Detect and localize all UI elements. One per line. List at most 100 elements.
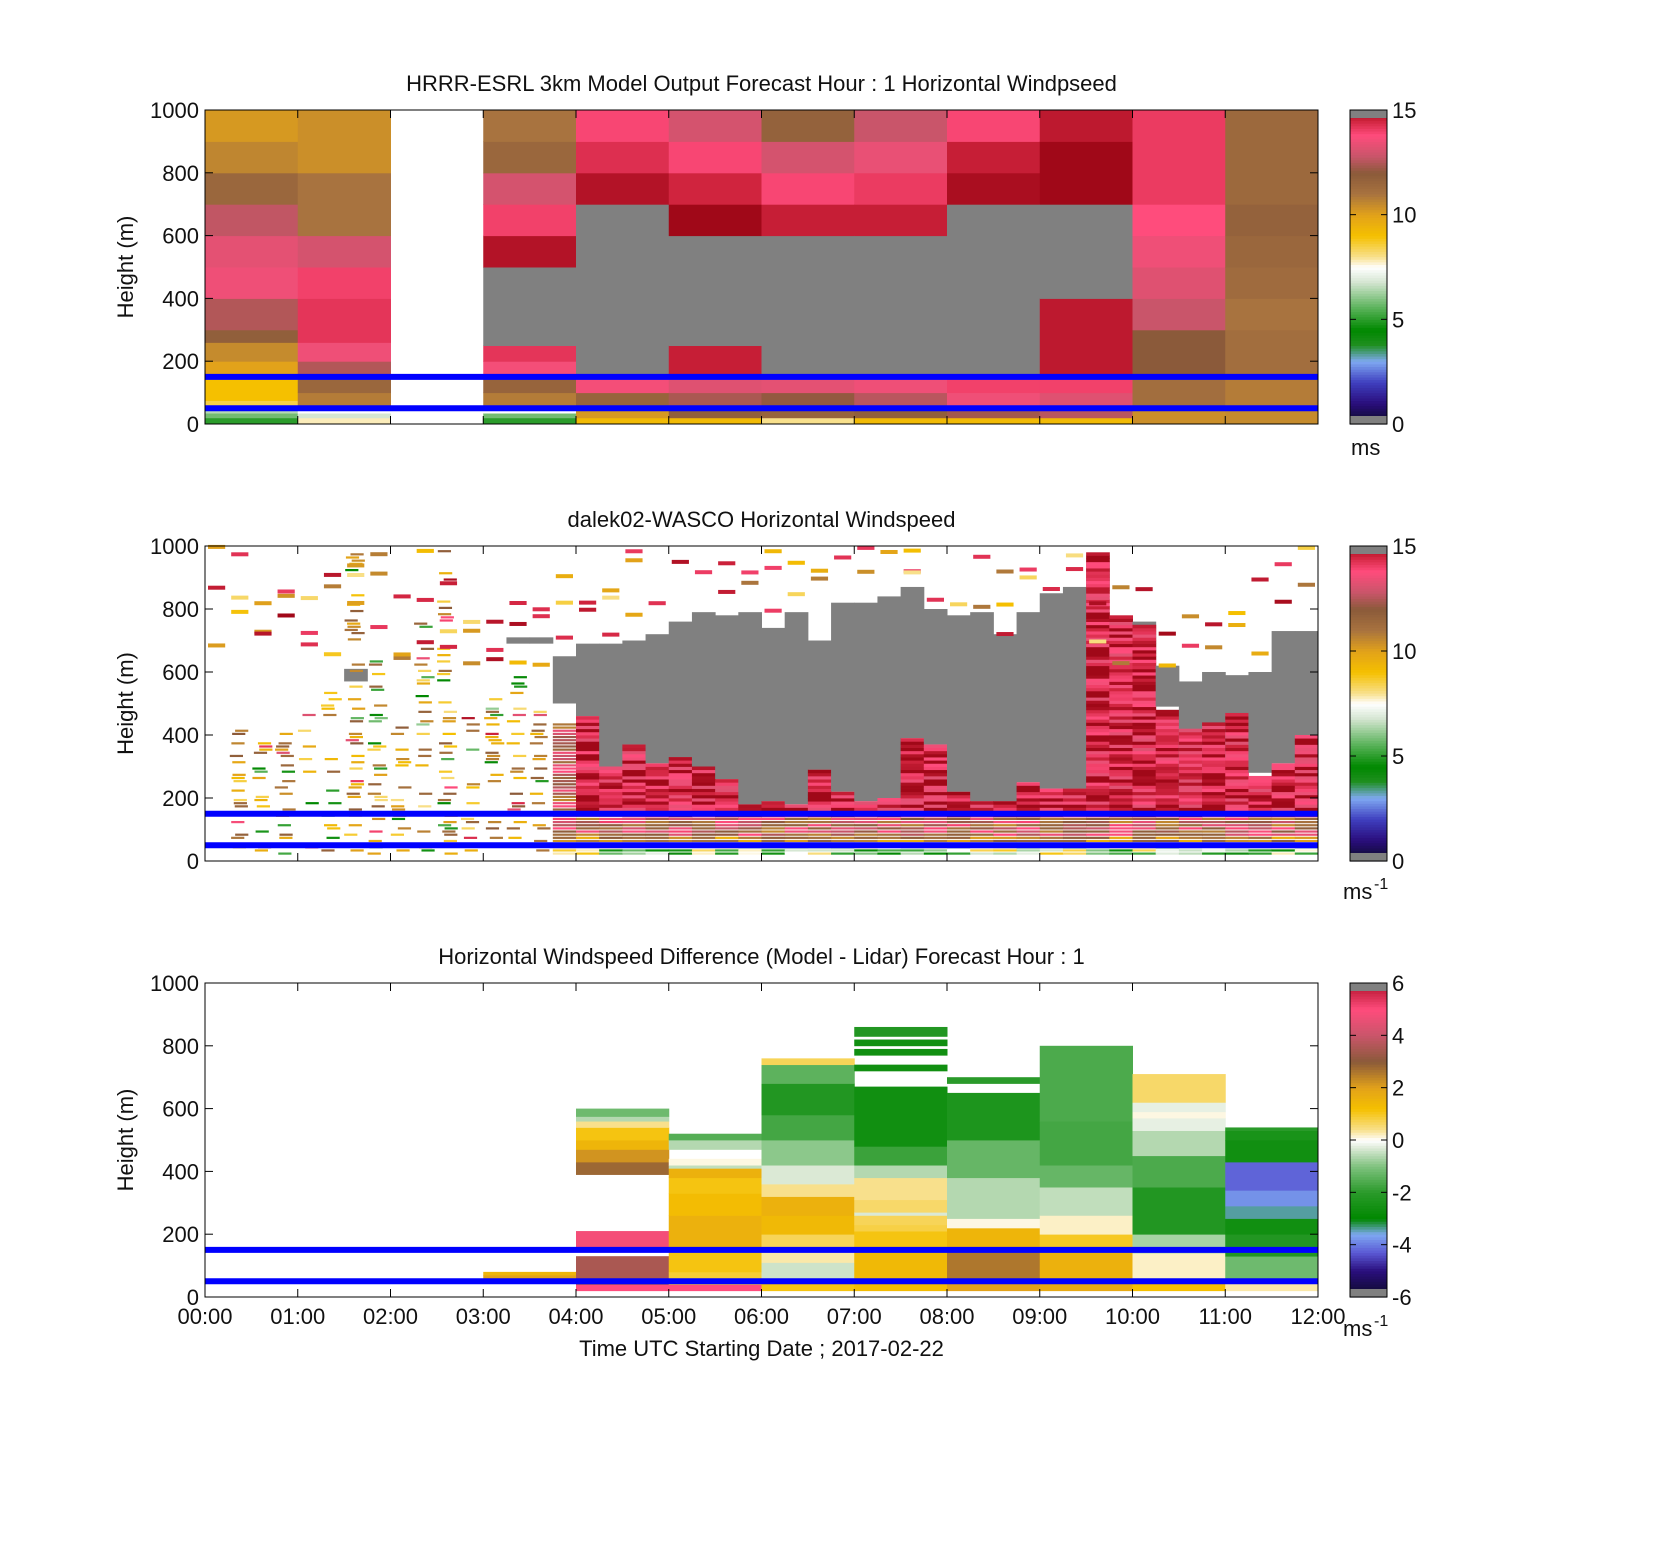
heatmap-cell xyxy=(900,849,925,852)
heatmap-cell xyxy=(787,560,805,565)
heatmap-cell xyxy=(1178,772,1203,777)
heatmap-cell xyxy=(1132,833,1157,836)
heatmap-cell xyxy=(1202,804,1226,808)
heatmap-cell xyxy=(923,804,948,808)
heatmap-cell xyxy=(418,701,432,704)
colorbar-swatch xyxy=(1350,335,1387,339)
colorbar-swatch xyxy=(1350,285,1387,289)
colorbar-tick-label: 2 xyxy=(1392,1076,1404,1101)
heatmap-cell xyxy=(552,761,577,764)
heatmap-cell xyxy=(1086,656,1110,660)
heatmap-cell xyxy=(1248,833,1273,836)
colorbar-swatch xyxy=(1350,256,1387,260)
heatmap-cell xyxy=(1132,703,1157,708)
nodata-cell xyxy=(668,621,693,758)
colorbar-swatch xyxy=(1350,708,1387,712)
heatmap-cell xyxy=(297,729,312,732)
heatmap-cell xyxy=(926,597,944,602)
colorbar-swatch xyxy=(1350,350,1387,354)
heatmap-cell xyxy=(372,672,386,676)
heatmap-cell xyxy=(256,805,270,808)
heatmap-cell xyxy=(1109,646,1133,651)
heatmap-cell xyxy=(1248,782,1273,786)
heatmap-cell xyxy=(668,1168,762,1179)
heatmap-cell xyxy=(923,801,948,805)
heatmap-cell xyxy=(923,820,948,824)
heatmap-cell xyxy=(205,342,299,362)
heatmap-cell xyxy=(854,204,948,237)
heatmap-cell xyxy=(923,760,948,764)
colorbar-swatch xyxy=(1350,842,1387,846)
colorbar-swatch xyxy=(1350,1197,1387,1201)
heatmap-cell xyxy=(761,833,786,836)
heatmap-cell xyxy=(418,669,432,672)
heatmap-cell xyxy=(923,757,948,761)
heatmap-cell xyxy=(947,1218,1041,1229)
colorbar-swatch xyxy=(1350,1187,1387,1191)
heatmap-cell xyxy=(831,807,855,811)
heatmap-cell xyxy=(1225,779,1249,783)
colorbar-swatch xyxy=(1350,672,1387,676)
colorbar-swatch xyxy=(1350,361,1387,365)
heatmap-cell xyxy=(807,782,832,786)
heatmap-cell xyxy=(483,1275,577,1281)
colorbar-swatch xyxy=(1350,1009,1387,1013)
heatmap-cell xyxy=(599,772,623,777)
heatmap-cell xyxy=(300,596,318,601)
colorbar-swatch xyxy=(1350,1270,1387,1275)
heatmap-cell xyxy=(622,785,647,789)
heatmap-cell xyxy=(903,548,921,553)
heatmap-cell xyxy=(1248,849,1273,852)
heatmap-cell xyxy=(1294,807,1319,811)
heatmap-cell xyxy=(900,785,925,789)
heatmap-cell xyxy=(1086,690,1110,695)
heatmap-cell xyxy=(1086,706,1110,711)
heatmap-cell xyxy=(993,836,1018,839)
heatmap-cell xyxy=(1062,791,1087,796)
colorbar-swatch xyxy=(1350,314,1387,318)
heatmap-cell xyxy=(854,804,878,808)
heatmap-cell xyxy=(1225,744,1249,748)
colorbar-swatch xyxy=(1350,1090,1387,1094)
colorbar-swatch xyxy=(1350,282,1387,286)
heatmap-cell xyxy=(534,839,548,843)
heatmap-cell xyxy=(668,766,693,771)
heatmap-cell xyxy=(645,779,670,783)
heatmap-cell xyxy=(1202,785,1226,789)
colorbar-swatch xyxy=(1350,1260,1387,1264)
heatmap-cell xyxy=(1109,735,1133,739)
heatmap-cell xyxy=(1086,763,1110,767)
colorbar-swatch xyxy=(1350,990,1387,995)
heatmap-cell xyxy=(277,589,295,594)
heatmap-cell xyxy=(280,764,294,767)
heatmap-cell xyxy=(1205,622,1223,627)
colorbar-swatch xyxy=(1350,1179,1387,1183)
heatmap-cell xyxy=(1178,775,1203,780)
heatmap-cell xyxy=(351,663,365,666)
heatmap-cell xyxy=(1225,798,1249,802)
colorbar-swatch xyxy=(1350,272,1387,276)
heatmap-cell xyxy=(1086,659,1110,663)
heatmap-cell xyxy=(993,824,1018,827)
heatmap-cell xyxy=(1225,827,1249,830)
colorbar-swatch xyxy=(1350,616,1387,621)
heatmap-cell xyxy=(1109,675,1133,679)
heatmap-cell xyxy=(552,849,577,852)
heatmap-cell xyxy=(485,710,500,713)
colorbar-swatch xyxy=(1350,805,1387,810)
heatmap-cell xyxy=(1016,839,1041,843)
heatmap-cell xyxy=(857,545,875,550)
colorbar-swatch xyxy=(1350,151,1387,156)
heatmap-cell xyxy=(900,782,925,786)
heatmap-cell xyxy=(1039,788,1064,793)
colorbar-swatch xyxy=(1350,784,1387,789)
heatmap-cell xyxy=(576,760,600,764)
heatmap-cell xyxy=(973,554,991,559)
heatmap-cell xyxy=(1039,817,1064,821)
heatmap-cell xyxy=(1062,820,1087,824)
heatmap-cell xyxy=(1294,782,1319,786)
heatmap-cell xyxy=(1109,782,1133,786)
heatmap-cell xyxy=(831,820,855,824)
heatmap-cell xyxy=(507,808,521,811)
heatmap-cell xyxy=(1248,830,1273,833)
